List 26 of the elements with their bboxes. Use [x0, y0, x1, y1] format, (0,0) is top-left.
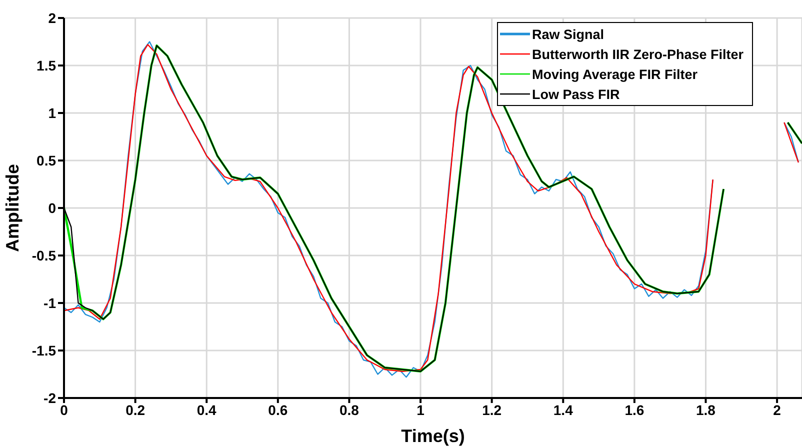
y-tick-label: -1.5	[32, 342, 56, 358]
x-tick-label: 2	[773, 402, 782, 418]
y-tick-label: -0.5	[32, 247, 56, 264]
y-tick-label: 0.5	[36, 152, 56, 168]
y-tick-label: -1	[44, 294, 56, 311]
legend-label: Butterworth IIR Zero-Phase Filter	[532, 46, 744, 62]
x-tick-label: 0	[60, 402, 68, 418]
x-tick-label: 1.4	[553, 402, 574, 418]
x-tick-label: 0.6	[268, 402, 288, 418]
x-tick-label: 1.6	[624, 402, 644, 418]
y-tick-label: 1	[48, 104, 56, 121]
legend-label: Raw Signal	[532, 26, 604, 42]
x-axis-title: Time(s)	[401, 426, 465, 446]
legend-label: Moving Average FIR Filter	[532, 66, 698, 82]
legend-label: Low Pass FIR	[532, 86, 620, 102]
y-tick-label: 2	[48, 10, 56, 26]
x-tick-label: 1.2	[482, 402, 502, 418]
x-tick-label: 1	[416, 402, 425, 418]
x-tick-label: 1.8	[696, 402, 716, 418]
x-tick-label: 0.2	[126, 402, 146, 418]
x-tick-label: 0.4	[196, 402, 217, 418]
y-axis-title: Amplitude	[2, 164, 22, 252]
y-tick-label: 0	[48, 200, 56, 216]
y-tick-label: -2	[44, 390, 56, 406]
y-tick-label: 1.5	[36, 57, 56, 74]
x-tick-label: 0.8	[339, 402, 360, 418]
